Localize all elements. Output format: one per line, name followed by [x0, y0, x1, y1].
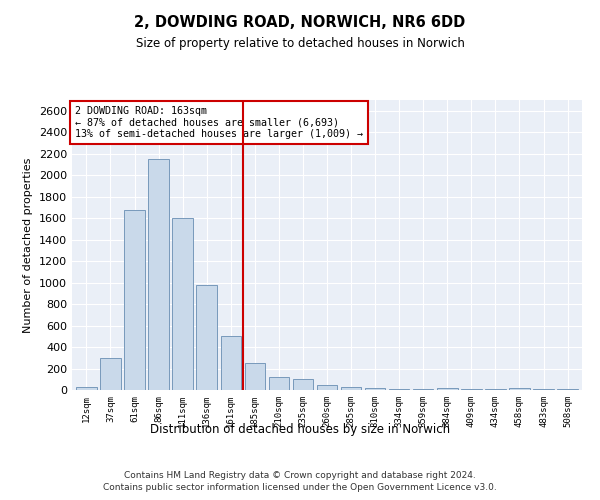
Text: Size of property relative to detached houses in Norwich: Size of property relative to detached ho… [136, 38, 464, 51]
Bar [365, 388, 385, 390]
Bar [172, 218, 193, 390]
Text: Contains public sector information licensed under the Open Government Licence v3: Contains public sector information licen… [103, 484, 497, 492]
Bar [341, 388, 361, 390]
Bar [317, 384, 337, 390]
Bar [293, 380, 313, 390]
Bar [124, 210, 145, 390]
Text: 2, DOWDING ROAD, NORWICH, NR6 6DD: 2, DOWDING ROAD, NORWICH, NR6 6DD [134, 15, 466, 30]
Bar [148, 159, 169, 390]
Bar [509, 388, 530, 390]
Text: Distribution of detached houses by size in Norwich: Distribution of detached houses by size … [150, 422, 450, 436]
Y-axis label: Number of detached properties: Number of detached properties [23, 158, 34, 332]
Bar [100, 358, 121, 390]
Bar [389, 389, 409, 390]
Text: 2 DOWDING ROAD: 163sqm
← 87% of detached houses are smaller (6,693)
13% of semi-: 2 DOWDING ROAD: 163sqm ← 87% of detached… [74, 106, 362, 139]
Bar [269, 376, 289, 390]
Bar [196, 286, 217, 390]
Bar [76, 388, 97, 390]
Text: Contains HM Land Registry data © Crown copyright and database right 2024.: Contains HM Land Registry data © Crown c… [124, 471, 476, 480]
Bar [437, 388, 458, 390]
Bar [245, 363, 265, 390]
Bar [221, 336, 241, 390]
